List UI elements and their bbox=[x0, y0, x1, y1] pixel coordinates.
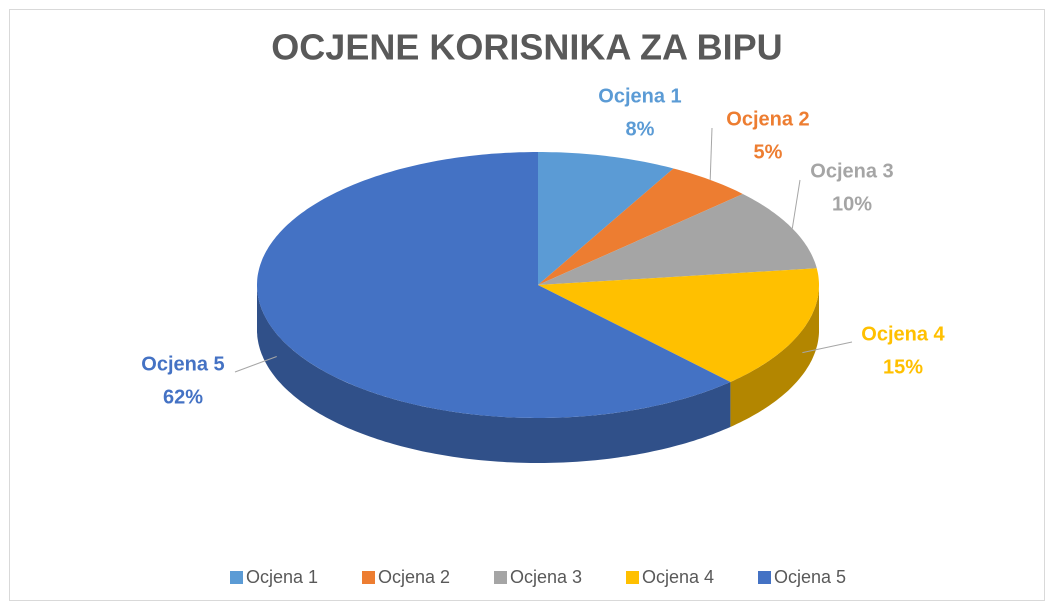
leader-line bbox=[802, 341, 853, 354]
pie-side bbox=[257, 285, 731, 463]
pie-slice bbox=[257, 152, 731, 418]
legend-marker bbox=[626, 571, 639, 584]
data-label-value: 10% bbox=[832, 193, 872, 215]
legend-marker bbox=[230, 571, 243, 584]
data-label-value: 5% bbox=[754, 141, 783, 163]
pie-slice bbox=[538, 152, 674, 285]
data-label-category: Ocjena 3 bbox=[810, 160, 893, 182]
pie-side bbox=[730, 285, 819, 427]
legend-label: Ocjena 1 bbox=[246, 567, 318, 587]
leader-line bbox=[709, 127, 713, 180]
chart-title: OCJENE KORISNIKA ZA BIPU bbox=[271, 27, 782, 68]
legend-marker bbox=[758, 571, 771, 584]
data-label-value: 62% bbox=[163, 386, 203, 408]
data-label-value: 8% bbox=[626, 118, 655, 140]
leader-line bbox=[234, 356, 277, 373]
legend-label: Ocjena 5 bbox=[774, 567, 846, 587]
data-label-category: Ocjena 4 bbox=[861, 323, 945, 345]
pie-slice bbox=[538, 168, 743, 285]
pie-slice bbox=[538, 268, 819, 382]
legend-label: Ocjena 3 bbox=[510, 567, 582, 587]
legend-marker bbox=[362, 571, 375, 584]
data-label-category: Ocjena 1 bbox=[598, 85, 681, 107]
leader-line bbox=[791, 179, 801, 229]
pie-slice bbox=[538, 194, 817, 285]
data-label-category: Ocjena 5 bbox=[141, 353, 224, 375]
data-label-value: 15% bbox=[883, 356, 923, 378]
data-label-category: Ocjena 2 bbox=[726, 108, 809, 130]
legend-marker bbox=[494, 571, 507, 584]
legend-label: Ocjena 2 bbox=[378, 567, 450, 587]
legend-label: Ocjena 4 bbox=[642, 567, 714, 587]
